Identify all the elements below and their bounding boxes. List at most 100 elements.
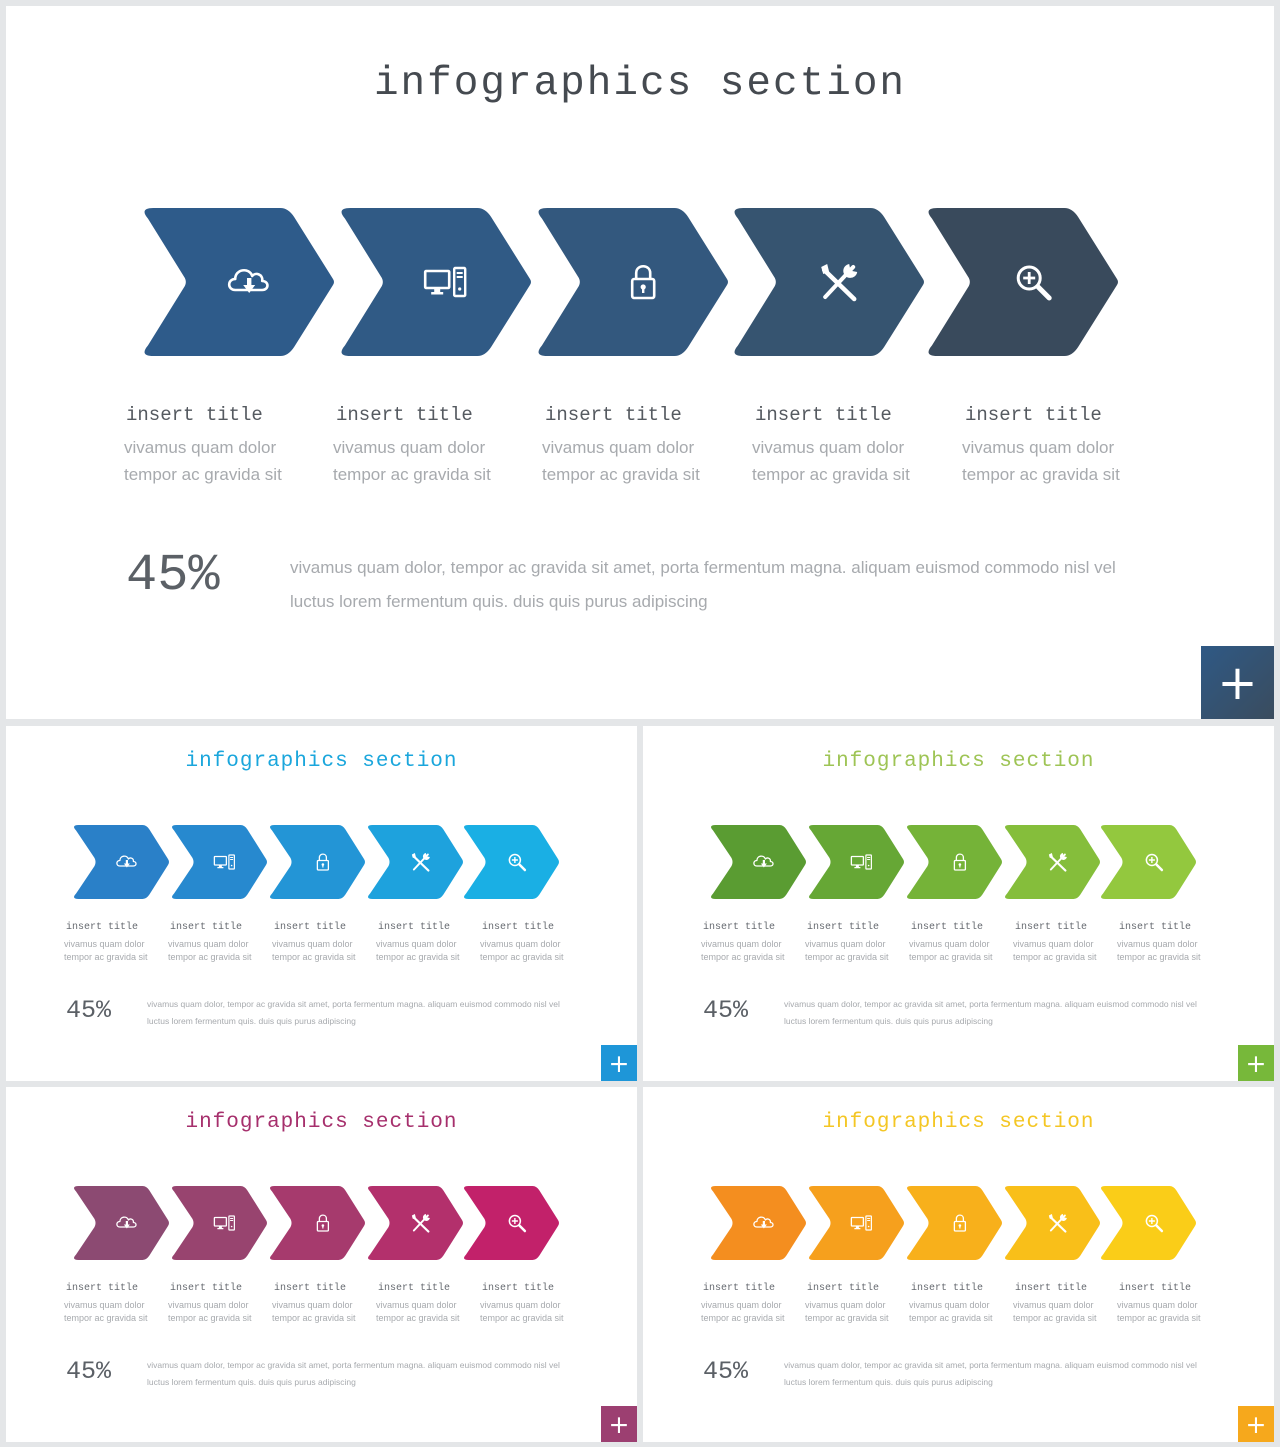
step-description-5: vivamus quam dolor tempor ac gravida sit [962, 434, 1120, 488]
percent-value: 45% [66, 996, 112, 1025]
step-description-line-2: tempor ac gravida sit [272, 952, 356, 962]
slide-navy: infographics section insert title vivamus… [6, 6, 1274, 719]
add-button[interactable]: + [601, 1406, 637, 1442]
step-title-3: insert title [911, 1283, 984, 1294]
step-description-2: vivamus quam dolor tempor ac gravida sit [168, 938, 252, 964]
step-description-3: vivamus quam dolor tempor ac gravida sit [542, 434, 700, 488]
step-description-line-1: vivamus quam dolor [480, 939, 561, 949]
step-description-line-1: vivamus quam dolor [64, 1300, 145, 1310]
step-title-4: insert title [1015, 1283, 1088, 1294]
summary-text: vivamus quam dolor, tempor ac gravida si… [147, 1357, 560, 1391]
step-title-5: insert title [482, 922, 555, 933]
step-description-line-1: vivamus quam dolor [168, 939, 249, 949]
step-description-line-1: vivamus quam dolor [272, 939, 353, 949]
zoom-in-icon [1145, 853, 1164, 872]
cloud-download-icon [116, 1216, 137, 1229]
cloud-download-icon [753, 1216, 774, 1229]
step-description-3: vivamus quam dolor tempor ac gravida sit [272, 938, 356, 964]
step-description-line-1: vivamus quam dolor [909, 1300, 990, 1310]
desktop-computer-icon [213, 854, 235, 870]
step-description-line-2: tempor ac gravida sit [64, 952, 148, 962]
step-description-line-1: vivamus quam dolor [1013, 1300, 1094, 1310]
slide-orange: infographics section insert title vivamus… [643, 1087, 1274, 1442]
step-title-3: insert title [545, 404, 682, 426]
step-title-1: insert title [126, 404, 263, 426]
summary-line-2: luctus lorem fermentum quis. duis quis p… [147, 1016, 356, 1026]
chevron-step-2 [337, 208, 532, 356]
chevron-step-5 [1099, 825, 1197, 899]
step-description-line-1: vivamus quam dolor [752, 438, 905, 457]
step-description-line-1: vivamus quam dolor [701, 939, 782, 949]
step-title-2: insert title [170, 922, 243, 933]
chevron-step-3 [534, 208, 729, 356]
chevron-step-4 [366, 1186, 464, 1260]
summary-line-2: luctus lorem fermentum quis. duis quis p… [147, 1377, 356, 1387]
step-title-1: insert title [703, 1283, 776, 1294]
step-description-line-1: vivamus quam dolor [962, 438, 1115, 457]
slide-title: infographics section [822, 750, 1095, 773]
add-button[interactable]: + [1201, 646, 1274, 719]
step-description-line-1: vivamus quam dolor [272, 1300, 353, 1310]
step-description-5: vivamus quam dolor tempor ac gravida sit [1117, 1299, 1201, 1325]
step-description-3: vivamus quam dolor tempor ac gravida sit [272, 1299, 356, 1325]
desktop-computer-icon [423, 266, 467, 298]
step-description-line-2: tempor ac gravida sit [1117, 952, 1201, 962]
step-title-4: insert title [378, 1283, 451, 1294]
zoom-in-icon [508, 1214, 527, 1233]
step-description-5: vivamus quam dolor tempor ac gravida sit [480, 1299, 564, 1325]
zoom-in-icon [1145, 1214, 1164, 1233]
padlock-icon [316, 1214, 330, 1232]
chevron-step-5 [462, 1186, 560, 1260]
step-description-line-1: vivamus quam dolor [805, 939, 886, 949]
chevron-step-5 [924, 208, 1119, 356]
step-description-1: vivamus quam dolor tempor ac gravida sit [124, 434, 282, 488]
step-description-line-2: tempor ac gravida sit [701, 952, 785, 962]
chevron-step-3 [268, 825, 366, 899]
chevron-step-2 [170, 825, 268, 899]
step-description-3: vivamus quam dolor tempor ac gravida sit [909, 1299, 993, 1325]
add-button[interactable]: + [1238, 1045, 1274, 1081]
step-title-1: insert title [66, 922, 139, 933]
add-button[interactable]: + [1238, 1406, 1274, 1442]
step-title-2: insert title [336, 404, 473, 426]
summary-line-2: luctus lorem fermentum quis. duis quis p… [290, 592, 708, 611]
summary-line-1: vivamus quam dolor, tempor ac gravida si… [784, 999, 1197, 1009]
slide-title: infographics section [373, 61, 907, 107]
step-description-line-1: vivamus quam dolor [168, 1300, 249, 1310]
step-description-2: vivamus quam dolor tempor ac gravida sit [333, 434, 491, 488]
zoom-in-icon [508, 853, 527, 872]
step-description-line-2: tempor ac gravida sit [480, 1313, 564, 1323]
chevron-step-2 [170, 1186, 268, 1260]
step-description-line-2: tempor ac gravida sit [124, 465, 282, 484]
step-description-1: vivamus quam dolor tempor ac gravida sit [64, 938, 148, 964]
padlock-icon [953, 1214, 967, 1232]
step-description-line-2: tempor ac gravida sit [909, 1313, 993, 1323]
step-description-1: vivamus quam dolor tempor ac gravida sit [701, 1299, 785, 1325]
slide-title: infographics section [185, 750, 458, 773]
cloud-download-icon [116, 855, 137, 868]
summary-line-2: luctus lorem fermentum quis. duis quis p… [784, 1016, 993, 1026]
step-description-line-1: vivamus quam dolor [701, 1300, 782, 1310]
chevron-step-2 [807, 825, 905, 899]
step-description-4: vivamus quam dolor tempor ac gravida sit [1013, 938, 1097, 964]
summary-text: vivamus quam dolor, tempor ac gravida si… [784, 996, 1197, 1030]
step-description-line-2: tempor ac gravida sit [480, 952, 564, 962]
desktop-computer-icon [850, 1215, 872, 1231]
chevron-step-4 [1003, 825, 1101, 899]
step-description-4: vivamus quam dolor tempor ac gravida sit [376, 938, 460, 964]
chevron-step-4 [1003, 1186, 1101, 1260]
summary-text: vivamus quam dolor, tempor ac gravida si… [147, 996, 560, 1030]
chevron-step-5 [1099, 1186, 1197, 1260]
step-title-5: insert title [1119, 1283, 1192, 1294]
desktop-computer-icon [850, 854, 872, 870]
zoom-in-icon [1016, 265, 1052, 301]
step-description-line-1: vivamus quam dolor [333, 438, 486, 457]
step-description-line-2: tempor ac gravida sit [752, 465, 910, 484]
summary-line-2: luctus lorem fermentum quis. duis quis p… [784, 1377, 993, 1387]
slide-blue: infographics section insert title vivamus… [6, 726, 637, 1081]
add-button[interactable]: + [601, 1045, 637, 1081]
step-description-1: vivamus quam dolor tempor ac gravida sit [64, 1299, 148, 1325]
summary-text: vivamus quam dolor, tempor ac gravida si… [290, 551, 1116, 619]
summary-line-1: vivamus quam dolor, tempor ac gravida si… [147, 999, 560, 1009]
step-description-line-2: tempor ac gravida sit [1013, 1313, 1097, 1323]
